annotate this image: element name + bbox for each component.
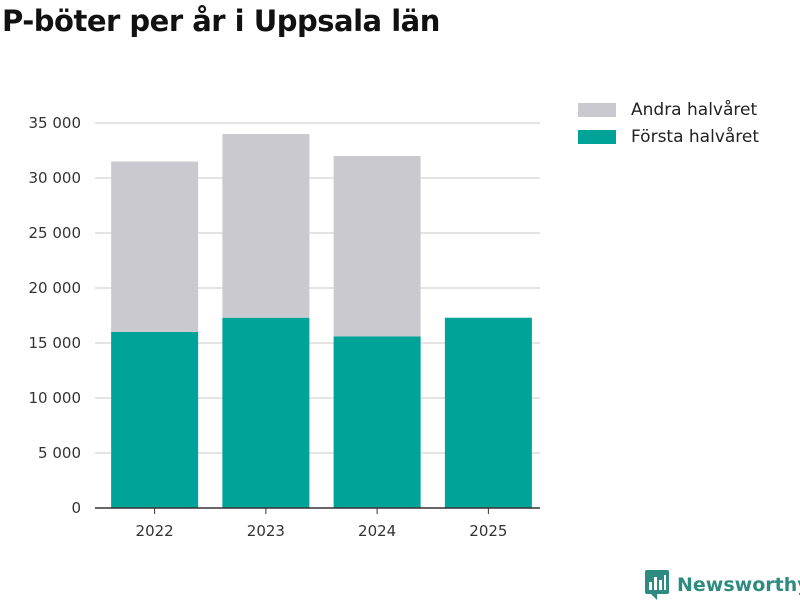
y-tick-label: 10 000: [29, 389, 82, 407]
y-tick-label: 20 000: [29, 279, 82, 297]
legend-label-andra: Andra halvåret: [631, 99, 758, 120]
y-tick-label: 15 000: [29, 334, 82, 352]
bar-2022-andra: [111, 161, 199, 332]
legend-swatch-forsta: [578, 129, 616, 144]
bar-2023-forsta: [222, 317, 310, 508]
legend-label-forsta: Första halvåret: [631, 126, 760, 147]
y-tick-label: 0: [71, 499, 81, 517]
bar-2025-forsta: [444, 317, 532, 508]
x-axis-ticks: 2022 2023 2024 2025: [136, 508, 507, 540]
x-tick-label: 2022: [136, 522, 174, 540]
y-tick-label: 5 000: [38, 444, 81, 462]
y-axis-ticks: 0 5 000 10 000 15 000 20 000 25 000 30 000 35 0…: [29, 114, 82, 517]
legend: Andra halvåret Första halvåret: [578, 96, 759, 150]
y-tick-label: 25 000: [29, 224, 82, 242]
x-tick-label: 2025: [469, 522, 507, 540]
bar-2024-forsta: [333, 336, 421, 508]
legend-item-forsta: Första halvåret: [578, 123, 759, 150]
bar-2023-andra: [222, 134, 310, 318]
bars: [111, 134, 532, 508]
y-tick-label: 30 000: [29, 169, 82, 187]
legend-swatch-andra: [578, 102, 616, 117]
x-tick-label: 2023: [247, 522, 285, 540]
bar-2024-andra: [333, 156, 421, 337]
newsworthy-logo-icon: [645, 570, 669, 600]
chart-title: P-böter per år i Uppsala län: [2, 4, 440, 38]
brand-name: Newsworthy: [677, 574, 800, 596]
brand-logo: Newsworthy: [645, 570, 800, 600]
bar-2022-forsta: [111, 332, 199, 508]
y-tick-label: 35 000: [29, 114, 82, 132]
legend-item-andra: Andra halvåret: [578, 96, 759, 123]
x-tick-label: 2024: [358, 522, 396, 540]
